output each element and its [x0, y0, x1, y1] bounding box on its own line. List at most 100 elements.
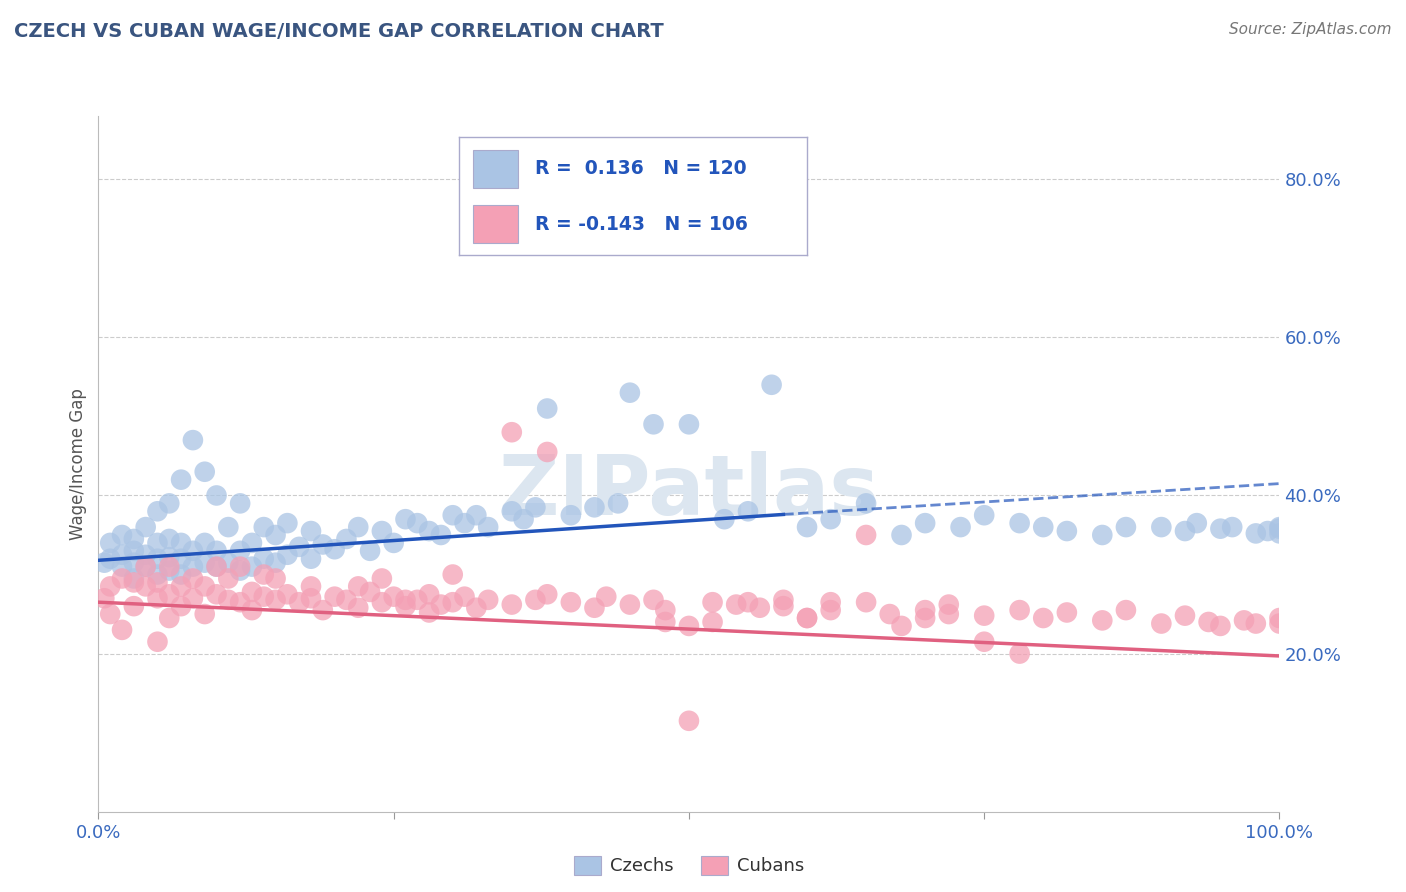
Point	[678, 619, 700, 633]
Point	[453, 590, 475, 604]
Point	[146, 567, 169, 582]
Point	[583, 500, 606, 515]
Point	[299, 524, 322, 538]
Point	[217, 572, 239, 586]
Point	[1268, 520, 1291, 534]
Point	[1244, 526, 1267, 541]
Point	[394, 512, 416, 526]
Point	[170, 599, 193, 614]
Point	[949, 520, 972, 534]
Point	[194, 536, 217, 550]
Point	[323, 542, 346, 557]
Point	[205, 587, 228, 601]
Point	[205, 488, 228, 502]
Point	[441, 508, 464, 523]
Point	[229, 543, 252, 558]
Point	[1268, 611, 1291, 625]
Point	[1209, 619, 1232, 633]
Point	[146, 504, 169, 518]
Point	[335, 532, 357, 546]
Text: CZECH VS CUBAN WAGE/INCOME GAP CORRELATION CHART: CZECH VS CUBAN WAGE/INCOME GAP CORRELATI…	[14, 22, 664, 41]
Point	[347, 600, 370, 615]
Point	[157, 532, 180, 546]
Point	[973, 508, 995, 523]
Point	[1091, 614, 1114, 628]
Point	[501, 598, 523, 612]
Point	[146, 591, 169, 606]
Point	[465, 508, 488, 523]
Point	[111, 528, 134, 542]
Point	[276, 587, 298, 601]
Point	[418, 606, 440, 620]
Point	[371, 595, 394, 609]
Point	[146, 575, 169, 590]
Point	[146, 536, 169, 550]
Point	[654, 615, 676, 629]
Point	[135, 559, 157, 574]
Point	[512, 512, 534, 526]
Point	[524, 500, 547, 515]
Point	[1244, 616, 1267, 631]
Point	[122, 543, 145, 558]
Point	[135, 520, 157, 534]
Point	[761, 377, 783, 392]
Legend: Czechs, Cubans: Czechs, Cubans	[567, 849, 811, 883]
Point	[536, 445, 558, 459]
Point	[938, 598, 960, 612]
Point	[713, 512, 735, 526]
Point	[1008, 647, 1031, 661]
Point	[737, 595, 759, 609]
Point	[323, 590, 346, 604]
Point	[406, 516, 429, 530]
Point	[111, 559, 134, 574]
Point	[890, 528, 912, 542]
Point	[654, 603, 676, 617]
Point	[1268, 522, 1291, 536]
Point	[914, 611, 936, 625]
Point	[288, 595, 311, 609]
Point	[264, 556, 287, 570]
Point	[796, 520, 818, 534]
Point	[879, 607, 901, 621]
Point	[914, 603, 936, 617]
Point	[1150, 616, 1173, 631]
Point	[501, 504, 523, 518]
Point	[1220, 520, 1243, 534]
Point	[135, 559, 157, 574]
Point	[170, 536, 193, 550]
Point	[299, 579, 322, 593]
Point	[820, 595, 842, 609]
Point	[477, 520, 499, 534]
Point	[205, 559, 228, 574]
Point	[477, 592, 499, 607]
Point	[1185, 516, 1208, 530]
Point	[312, 603, 335, 617]
Point	[276, 516, 298, 530]
Point	[229, 559, 252, 574]
Point	[181, 559, 204, 574]
Point	[418, 524, 440, 538]
Point	[536, 587, 558, 601]
Point	[855, 496, 877, 510]
Point	[98, 607, 121, 621]
Point	[973, 634, 995, 648]
Point	[441, 567, 464, 582]
Point	[170, 551, 193, 566]
Point	[1091, 528, 1114, 542]
Point	[240, 603, 263, 617]
Point	[1115, 603, 1137, 617]
Point	[146, 551, 169, 566]
Point	[111, 623, 134, 637]
Point	[240, 559, 263, 574]
Point	[1257, 524, 1279, 538]
Point	[973, 608, 995, 623]
Point	[299, 591, 322, 606]
Point	[288, 540, 311, 554]
Point	[359, 543, 381, 558]
Point	[264, 528, 287, 542]
Point	[205, 543, 228, 558]
Point	[855, 595, 877, 609]
Point	[229, 496, 252, 510]
Point	[1233, 614, 1256, 628]
Point	[371, 524, 394, 538]
